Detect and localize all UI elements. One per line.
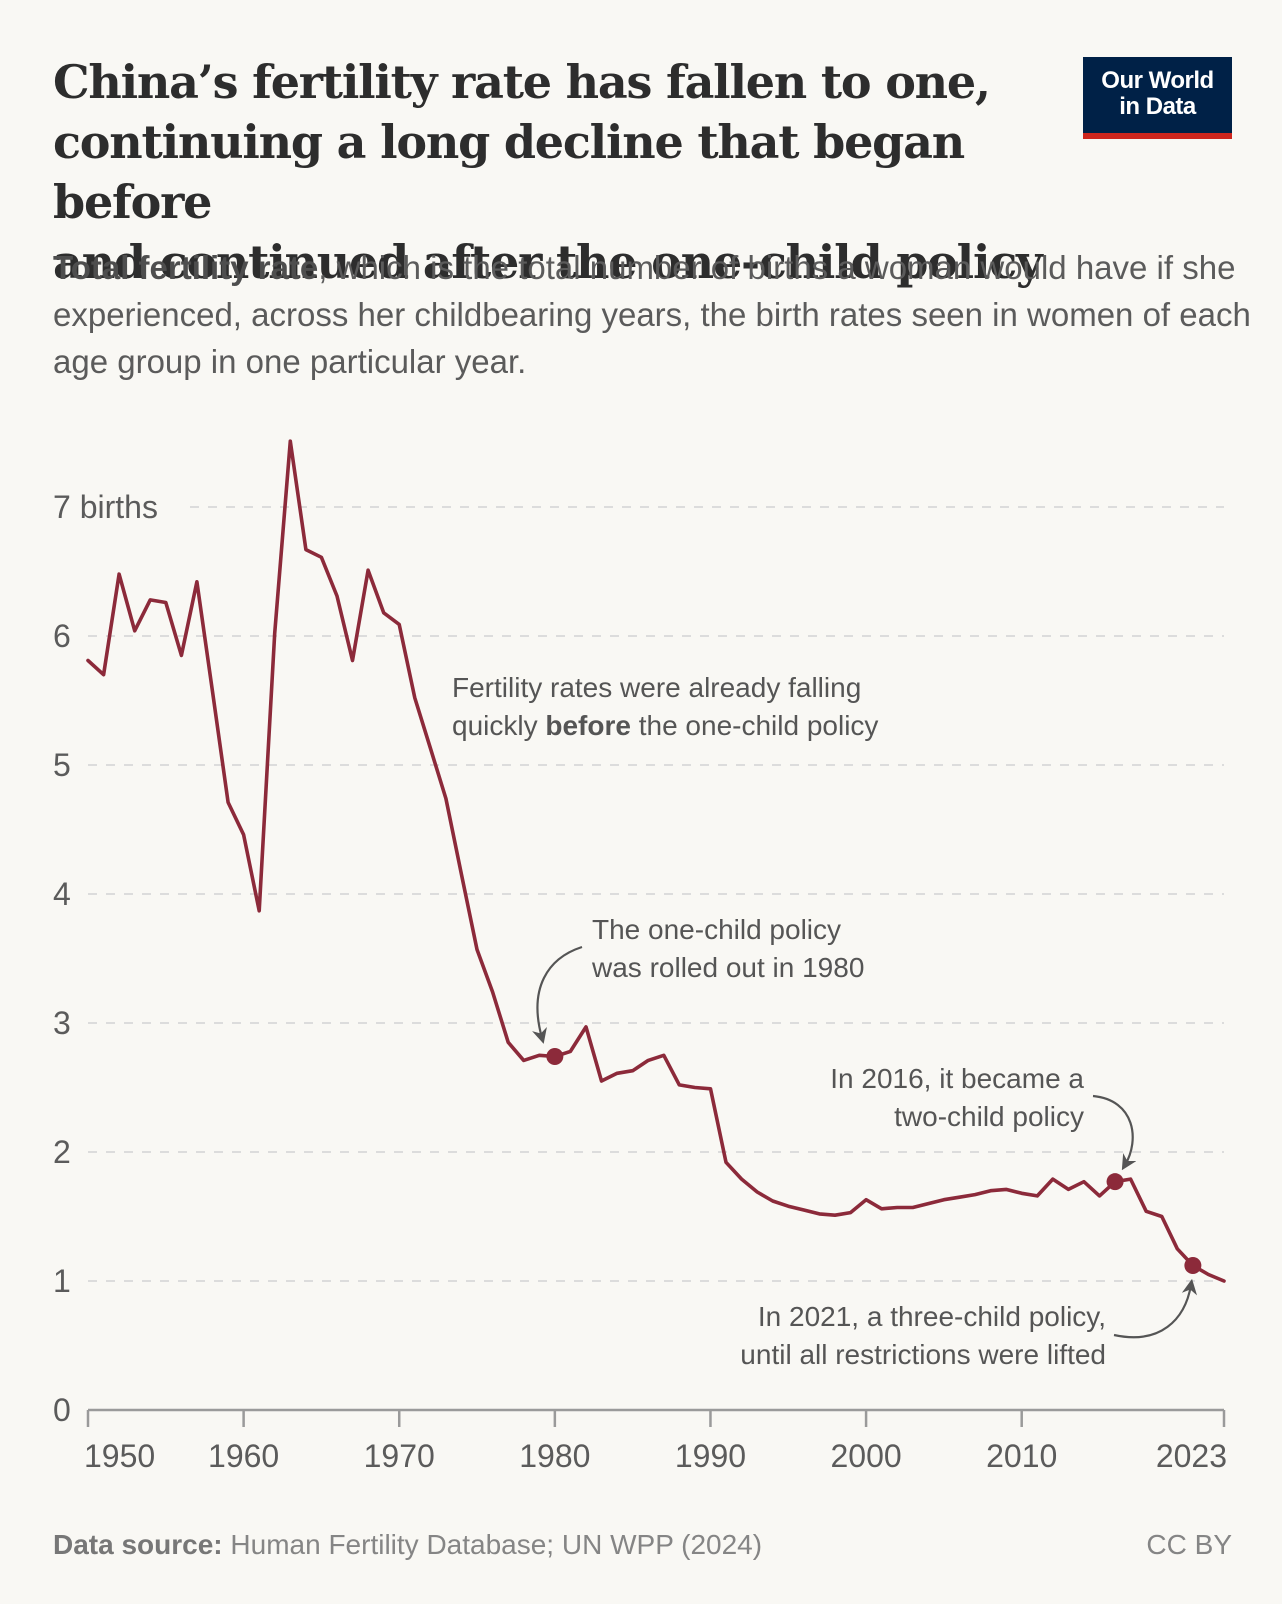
chart-subtitle: Total fertility rate, which is the total… <box>53 244 1253 385</box>
logo-line: in Data <box>1119 93 1196 120</box>
annotation-before: Fertility rates were already falling quic… <box>452 672 878 741</box>
annotation-text: In 2021, a three-child policy, <box>758 1301 1106 1332</box>
x-tick-label: 2000 <box>830 1438 901 1474</box>
highlight-point-2021[interactable] <box>1184 1257 1202 1275</box>
arrow-one-child <box>532 945 583 1044</box>
annotation-line: In 2021, a three-child policy, <box>758 1301 1106 1332</box>
series-china <box>86 439 1226 1283</box>
y-tick-label: 4 <box>53 876 71 912</box>
x-tick-label: 2023 <box>1156 1438 1227 1474</box>
y-axis-labels: 0 1 2 3 4 5 6 7 births <box>53 489 158 1428</box>
title-line: and continued after the one-child policy <box>53 235 1043 289</box>
x-axis: 1950 1960 1970 1980 1990 2000 2010 2023 <box>84 1408 1227 1474</box>
license-link[interactable]: CC BY <box>1146 1529 1232 1560</box>
chart-title: China’s fertility rate has fallen to one… <box>53 52 1063 292</box>
y-tick-label: 5 <box>53 747 71 783</box>
x-tick-label: 1950 <box>84 1438 155 1474</box>
y-tick-label: 1 <box>53 1263 71 1299</box>
x-tick-label: 1980 <box>519 1438 590 1474</box>
y-tick-label: 0 <box>53 1392 71 1428</box>
annotation-text: The one-child policy <box>592 914 841 945</box>
annotation-text: In 2016, it became a <box>830 1063 1084 1094</box>
annotation-text: Fertility rates were already falling <box>452 672 861 703</box>
annotation-arrows <box>532 945 1198 1339</box>
annotation-line: until all restrictions were lifted <box>740 1339 1106 1370</box>
subtitle-definition: , which is the total number of births a … <box>53 249 1251 380</box>
annotation-text: was rolled out in 1980 <box>591 952 864 983</box>
y-tick-label: 3 <box>53 1005 71 1041</box>
annotation-line: Fertility rates were already falling <box>452 672 861 703</box>
source-label: Data source: <box>53 1529 223 1560</box>
annotation-line: The one-child policy <box>592 914 841 945</box>
x-tick-label: 1960 <box>208 1438 279 1474</box>
annotation-text: until all restrictions were lifted <box>740 1339 1106 1370</box>
arrow-two-child <box>1092 1094 1137 1171</box>
highlight-point-2016[interactable] <box>1106 1173 1124 1191</box>
owid-logo[interactable]: Our World in Data <box>1083 57 1232 139</box>
title-line: continuing a long decline that began bef… <box>53 115 965 229</box>
annotation-text: the one-child policy <box>631 710 878 741</box>
logo-line: Our World <box>1101 67 1214 94</box>
x-tick-label: 2010 <box>986 1438 1057 1474</box>
x-tick-label: 1990 <box>675 1438 746 1474</box>
data-source: Data source: Human Fertility Database; U… <box>53 1529 1233 1561</box>
annotation-line: quickly before the one-child policy <box>452 710 878 741</box>
annotations: Fertility rates were already falling quic… <box>452 672 1106 1370</box>
annotation-line: two-child policy <box>894 1101 1084 1132</box>
annotation-one-child: The one-child policy was rolled out in 19… <box>591 914 864 983</box>
x-tick-label: 1970 <box>364 1438 435 1474</box>
y-tick-label: 7 births <box>53 489 158 525</box>
series-line-china <box>86 439 1226 1283</box>
annotation-line: was rolled out in 1980 <box>591 952 864 983</box>
annotation-line: In 2016, it became a <box>830 1063 1084 1094</box>
annotation-text: quickly <box>452 710 545 741</box>
annotation-two-child: In 2016, it became a two-child policy <box>830 1063 1084 1132</box>
title-line: China’s fertility rate has fallen to one… <box>53 55 991 109</box>
arrow-three-child <box>1113 1278 1198 1339</box>
highlight-point-1980[interactable] <box>546 1048 564 1066</box>
annotation-text: two-child policy <box>894 1101 1084 1132</box>
annotation-three-child: In 2021, a three-child policy, until all … <box>740 1301 1106 1370</box>
subtitle-term: Total fertility rate <box>53 249 319 286</box>
y-tick-label: 6 <box>53 618 71 654</box>
highlighted-points <box>546 1048 1202 1275</box>
y-tick-label: 2 <box>53 1134 71 1170</box>
source-text: Human Fertility Database; UN WPP (2024) <box>222 1529 763 1560</box>
annotation-emphasis: before <box>545 710 631 741</box>
